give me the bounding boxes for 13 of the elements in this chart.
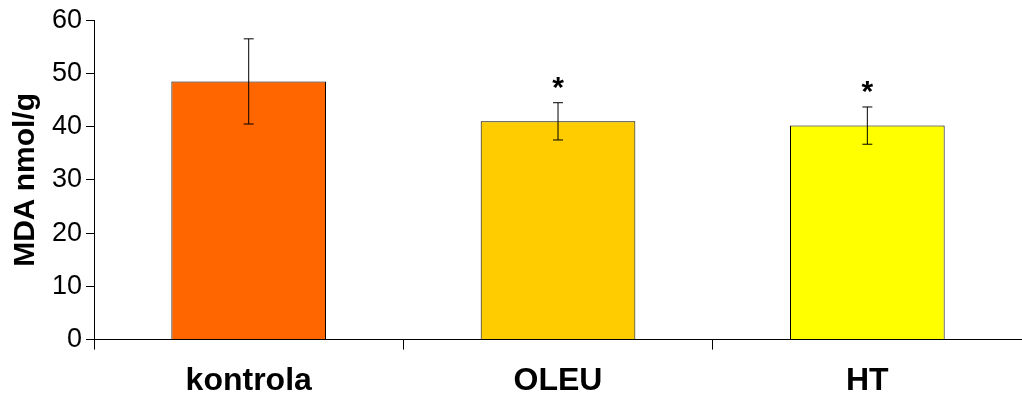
- y-axis-title: MDA nmol/g: [7, 92, 41, 267]
- y-tick-label: 0: [67, 323, 83, 354]
- y-tick-label: 40: [51, 110, 83, 141]
- x-tick-label: HT: [846, 360, 890, 397]
- y-tick-label: 60: [51, 3, 83, 34]
- y-tick-label: 30: [51, 163, 83, 194]
- annotation: *: [552, 69, 565, 103]
- y-tick-label: 50: [51, 56, 83, 87]
- annotation: *: [861, 74, 874, 108]
- x-tick-label: OLEU: [513, 360, 603, 397]
- y-tick-label: 20: [51, 216, 83, 247]
- y-tick-label: 10: [51, 269, 83, 300]
- x-tick-label: kontrola: [185, 360, 313, 397]
